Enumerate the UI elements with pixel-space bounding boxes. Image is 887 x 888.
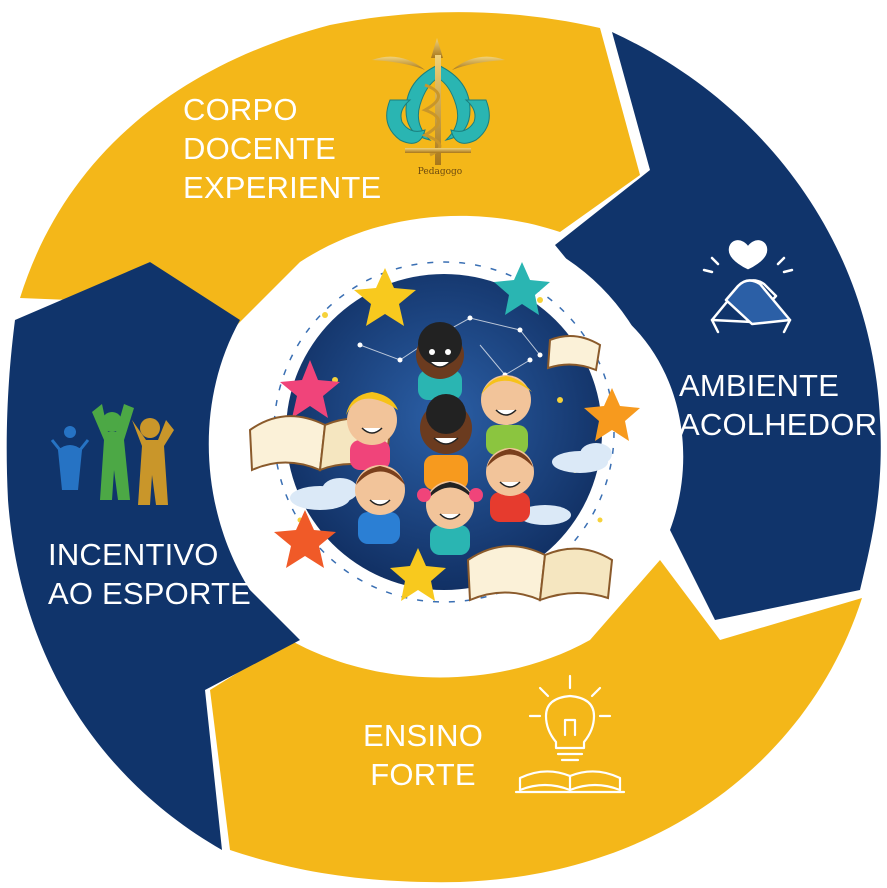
book-right-top (546, 335, 602, 372)
label-corpo-docente-experiente: CORPO DOCENTE EXPERIENTE (183, 90, 381, 207)
star-pink (280, 360, 340, 418)
segment-ambiente-acolhedor (555, 32, 881, 620)
star-gold (390, 548, 446, 601)
label-line: AMBIENTE (679, 368, 840, 403)
segment-ensino-forte (210, 560, 862, 883)
kid-bottom-center (417, 481, 483, 555)
handshake-heart-icon (702, 240, 794, 334)
label-line: CORPO (183, 92, 298, 127)
label-line: FORTE (370, 757, 476, 792)
label-line: AO ESPORTE (48, 576, 251, 611)
star-teal (494, 262, 550, 315)
star-red (274, 510, 336, 568)
label-ensino-forte: ENSINO FORTE (363, 716, 483, 794)
segment-corpo-docente (20, 12, 640, 331)
label-line: DOCENTE (183, 131, 336, 166)
book-bottom (466, 545, 614, 602)
pedagogo-caption: Pedagogo (418, 167, 462, 177)
star-orange (584, 388, 640, 441)
kid-blonde-left (346, 392, 398, 470)
kid-bottom-left (355, 465, 405, 544)
kid-center (420, 394, 472, 490)
star-yellow (354, 268, 416, 326)
label-incentivo-ao-esporte: INCENTIVO AO ESPORTE (48, 535, 251, 613)
kid-blonde-right (481, 375, 532, 455)
lightbulb-book-icon (514, 674, 626, 794)
kid-bottom-right (486, 448, 534, 522)
athletes-icon (50, 404, 174, 505)
label-line: INCENTIVO (48, 537, 219, 572)
label-line: ENSINO (363, 718, 484, 753)
segment-incentivo-esporte (6, 262, 301, 850)
label-line: EXPERIENTE (183, 170, 382, 205)
label-ambiente-acolhedor: AMBIENTE ACOLHEDOR (679, 366, 877, 444)
label-line: ACOLHEDOR (679, 407, 878, 442)
pedagogo-emblem-icon: Pedagogo (372, 38, 505, 177)
kid-top (416, 322, 464, 400)
center-illustration (248, 261, 640, 603)
